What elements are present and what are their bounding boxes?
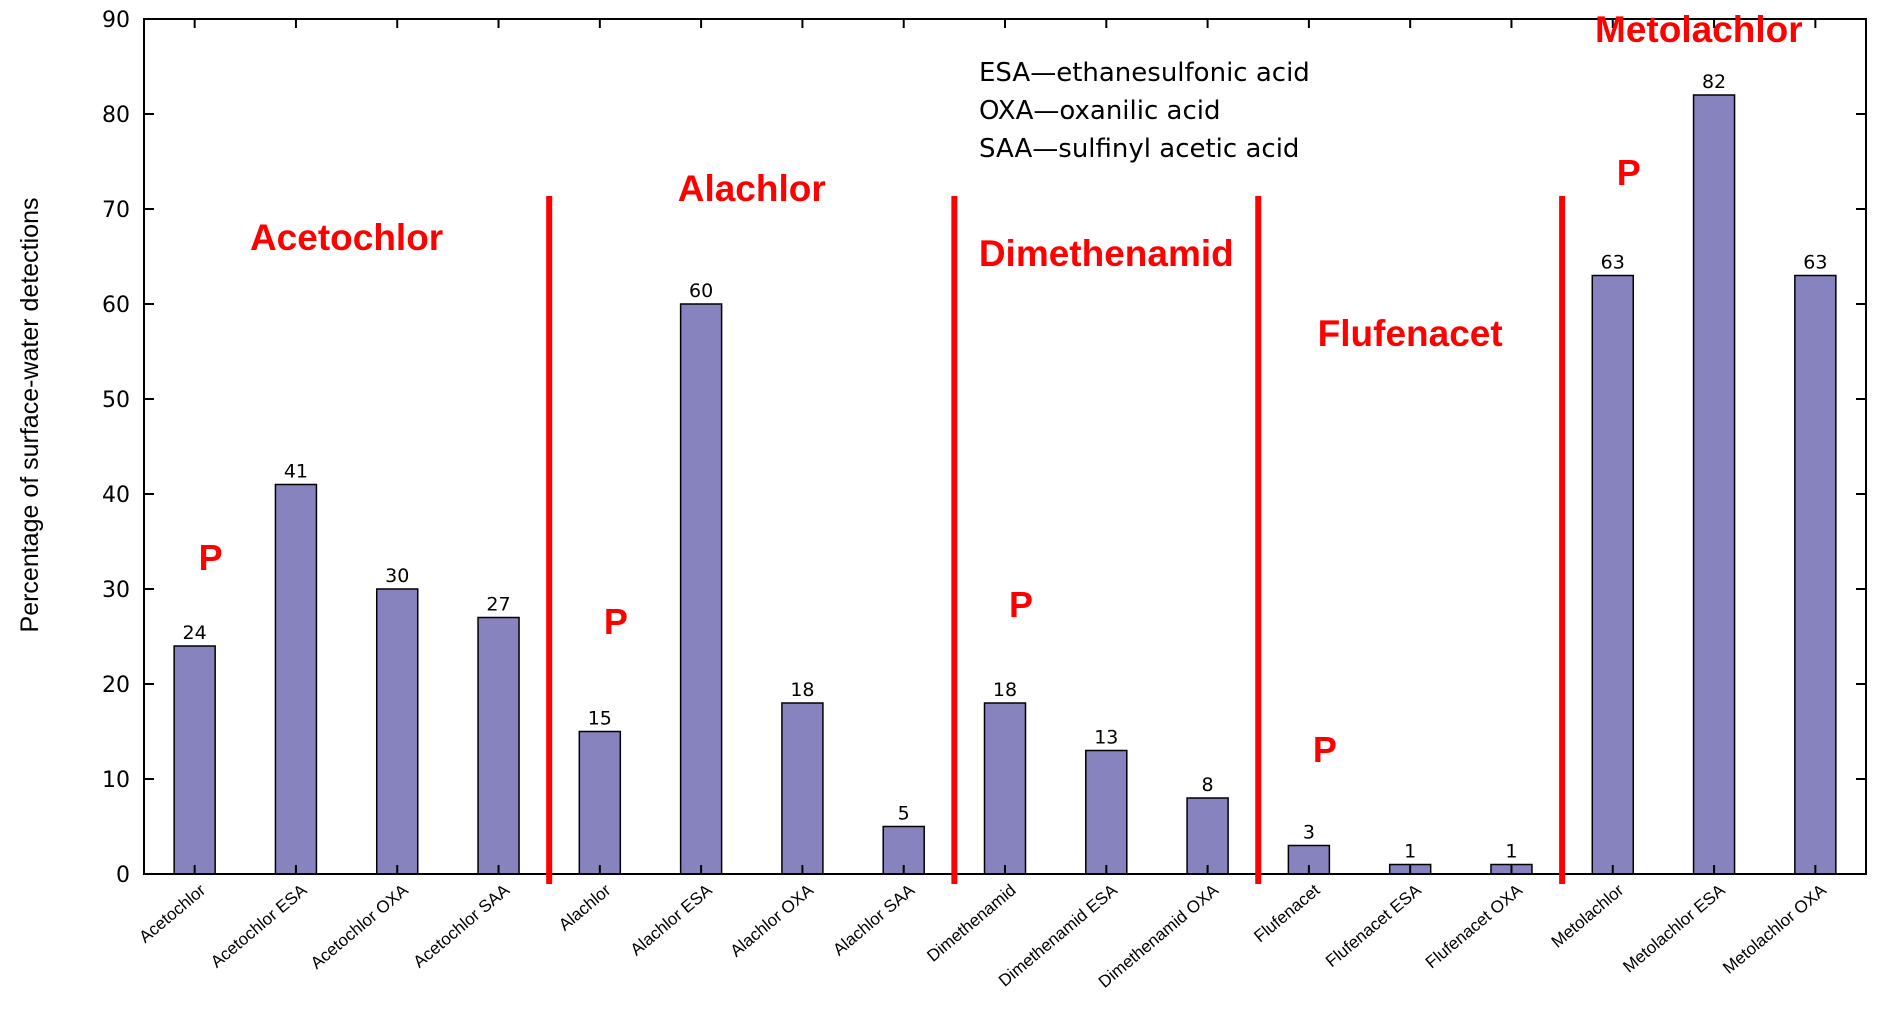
x-category-label: Alachlor (555, 880, 615, 934)
bar-metolachlor (1591, 274, 1635, 875)
x-category-label: Acetochlor (135, 880, 209, 946)
group-label-alachlor: Alachlor (678, 168, 826, 209)
annotation-layer: Acetochlor P Alachlor P Dimethenamid P Flufena… (199, 9, 1803, 770)
group-label-flufenacet: Flufenacet (1318, 313, 1503, 354)
bar-alachlor (578, 730, 622, 875)
bar-metolachlor-oxa (1794, 274, 1837, 875)
x-category-label: Acetochlor SAA (410, 880, 514, 972)
bar-value-label: 13 (1094, 727, 1118, 749)
bar-value-label: 1 (1505, 841, 1517, 863)
bar-value-label: 24 (183, 622, 207, 644)
group-label-dimethenamid: Dimethenamid (979, 233, 1234, 274)
legend: ESA—ethanesulfonic acid OXA—oxanilic acid… (979, 58, 1310, 164)
y-tick-label: 0 (116, 863, 130, 888)
bar-acetochlor-esa (274, 483, 318, 875)
bar-value-label: 15 (588, 708, 612, 730)
bar-value-label: 30 (385, 565, 409, 587)
x-category-label: Metolachlor ESA (1619, 880, 1729, 976)
parent-marker: P (1009, 584, 1033, 625)
bar-value-label: 60 (689, 280, 713, 302)
bar-acetochlor-oxa (375, 588, 419, 875)
x-category-label: Metolachlor OXA (1719, 880, 1830, 978)
y-tick-label: 30 (102, 578, 130, 603)
y-tick-label: 90 (102, 8, 130, 33)
bar-alachlor-esa (679, 303, 723, 875)
y-tick-label: 50 (102, 388, 130, 413)
x-category-label: Dimethenamid (923, 881, 1019, 966)
parent-marker: P (604, 601, 628, 642)
y-tick-label: 20 (102, 673, 130, 698)
bar-value-label: 82 (1702, 71, 1726, 93)
parent-marker: P (1617, 152, 1641, 193)
group-label-metolachlor: Metolachlor (1595, 9, 1803, 50)
bar-value-label: 8 (1202, 774, 1214, 796)
bar-metolachlor-esa (1692, 94, 1736, 875)
bar-acetochlor-saa (477, 616, 520, 875)
bar-dimethenamid-oxa (1186, 797, 1229, 875)
legend-entry: OXA—oxanilic acid (979, 96, 1221, 126)
y-tick-label: 40 (102, 483, 130, 508)
x-category-label: Flufenacet ESA (1322, 880, 1425, 971)
bar-alachlor-oxa (781, 702, 824, 875)
y-tick-label: 10 (102, 768, 130, 793)
legend-entry: ESA—ethanesulfonic acid (979, 58, 1310, 88)
x-category-label: Acetochlor OXA (307, 880, 412, 973)
y-axis-label: Percentage of surface-water detections (16, 198, 44, 633)
bar-value-label: 1 (1404, 841, 1416, 863)
bar-value-label: 5 (898, 803, 910, 825)
labels-layer: 010203040506070809024Acetochlor41Acetoch… (102, 8, 1830, 992)
bar-value-label: 18 (993, 679, 1017, 701)
axis-layer (143, 18, 1867, 875)
parent-marker: P (1313, 729, 1337, 770)
parent-marker: P (199, 537, 223, 578)
bar-value-label: 63 (1601, 252, 1625, 274)
group-label-acetochlor: Acetochlor (250, 217, 443, 258)
x-category-label: Alachlor ESA (627, 880, 716, 959)
bar-value-label: 18 (790, 679, 814, 701)
x-category-label: Metolachlor (1548, 880, 1628, 951)
bar-value-label: 63 (1803, 252, 1827, 274)
x-category-label: Flufenacet OXA (1422, 880, 1527, 972)
x-category-label: Alachlor OXA (727, 880, 818, 961)
bar-value-label: 3 (1303, 822, 1315, 844)
bar-dimethenamid-esa (1085, 749, 1128, 875)
legend-entry: SAA—sulfinyl acetic acid (979, 134, 1299, 164)
bar-value-label: 41 (284, 461, 308, 483)
x-category-label: Flufenacet (1250, 880, 1323, 946)
bar-acetochlor (173, 645, 216, 875)
y-tick-label: 60 (102, 293, 130, 318)
x-category-label: Acetochlor ESA (207, 880, 311, 972)
bar-value-label: 27 (486, 594, 510, 616)
x-category-label: Alachlor SAA (829, 880, 918, 959)
y-tick-label: 70 (102, 198, 130, 223)
group-dividers (546, 196, 1566, 884)
bars-layer (173, 94, 1837, 875)
y-tick-label: 80 (102, 103, 130, 128)
bar-dimethenamid (983, 702, 1027, 875)
